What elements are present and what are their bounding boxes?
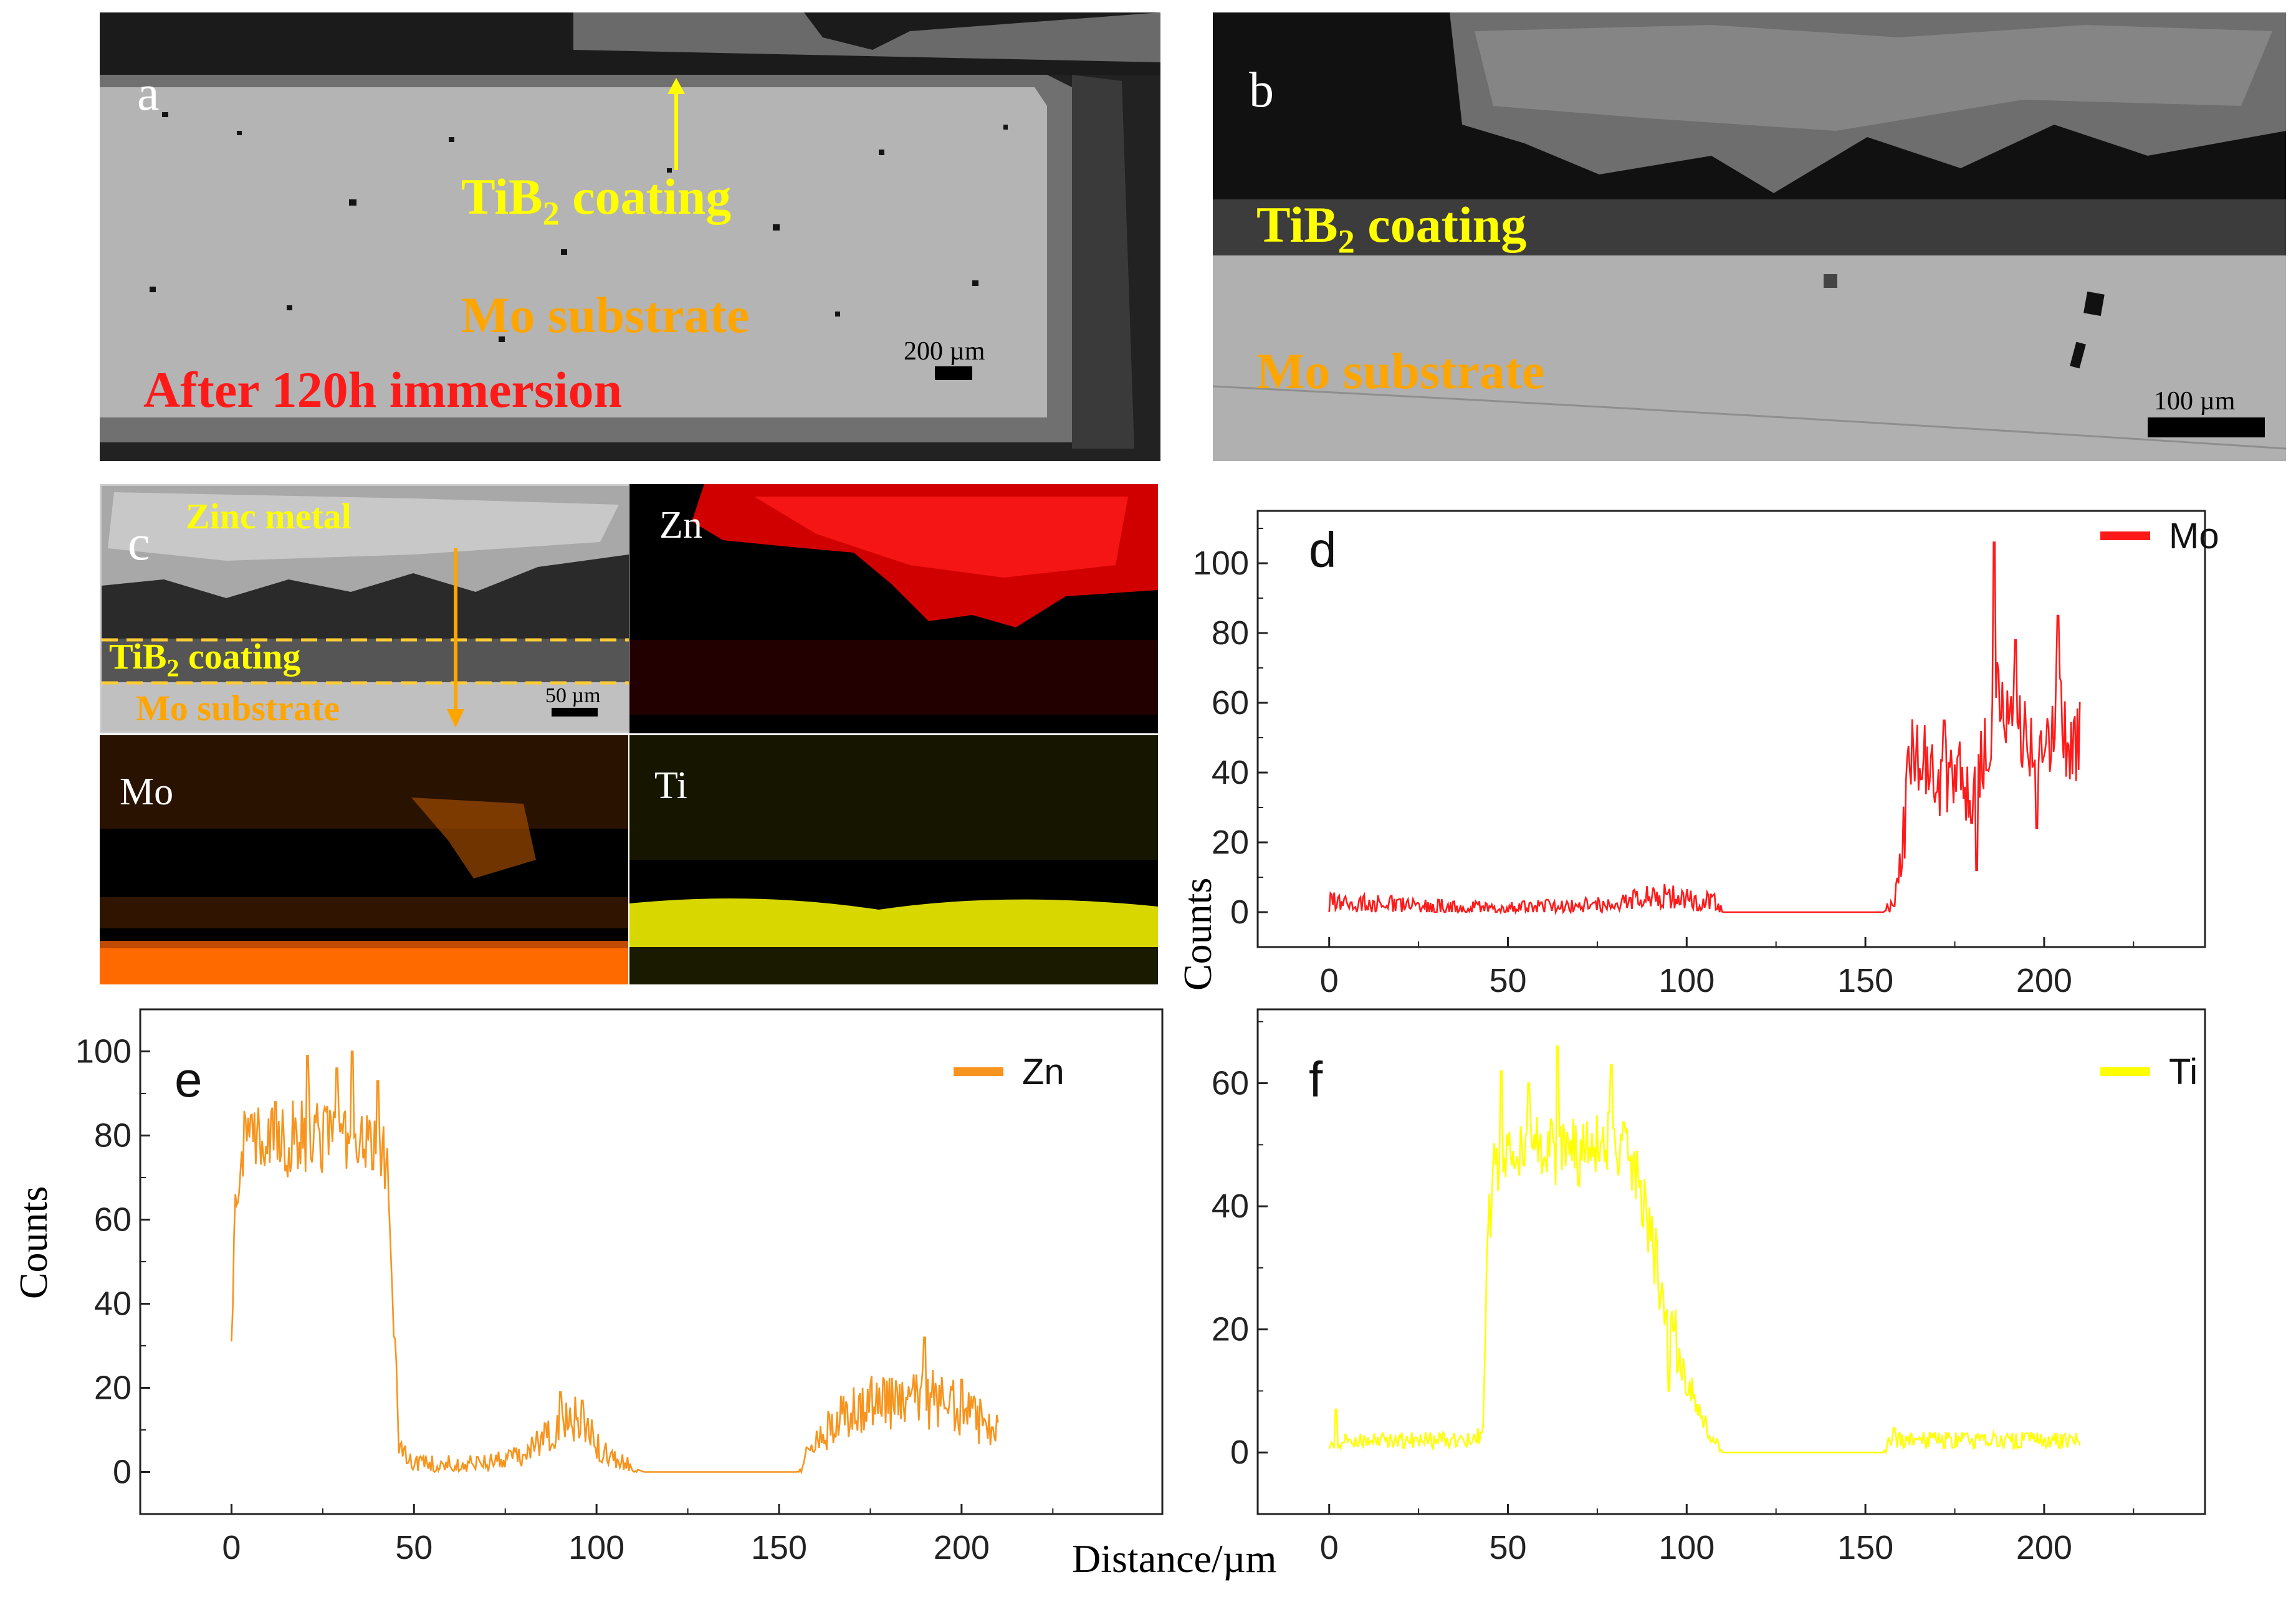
y-tick-label-f: 40	[1212, 1188, 1249, 1225]
panel-b-scale-bar	[2148, 417, 2265, 437]
panel-c-micrograph	[102, 486, 629, 731]
x-tick-label-d: 50	[1489, 962, 1526, 999]
y-tick-label-f: 0	[1230, 1434, 1249, 1471]
panel-letter-e: e	[175, 1052, 203, 1107]
series-line-ti	[1328, 1045, 2081, 1455]
y-tick-label-d: 0	[1230, 893, 1249, 931]
chart-e: 0 50 100 150 200 0 20 40 60 80 100 e Zn	[75, 1008, 1164, 1566]
panel-c-scale-bar	[552, 708, 598, 717]
y-tick-label-e: 20	[94, 1369, 132, 1407]
panel-a-coating-label: TiB2 coating	[461, 168, 732, 232]
x-tick-label-d: 150	[1837, 962, 1893, 999]
legend-label-ti: Ti	[2169, 1052, 2198, 1092]
y-tick-label-e: 60	[94, 1201, 132, 1239]
y-tick-label-e: 40	[94, 1285, 132, 1323]
plot-frame-e	[139, 1008, 1164, 1515]
zn-map-image	[629, 484, 1158, 715]
series-line-zn	[231, 1050, 999, 1475]
zn-map-label: Zn	[659, 504, 702, 546]
x-tick-label-e: 150	[751, 1529, 807, 1566]
panel-c-ti-map: Ti	[629, 735, 1158, 984]
y-tick-label-d: 80	[1212, 614, 1249, 652]
x-tick-label-e: 50	[395, 1529, 433, 1566]
plot-frame-f	[1256, 1008, 2206, 1515]
y-axis-label-e: Counts	[11, 1186, 55, 1299]
x-tick-label-e: 200	[934, 1529, 990, 1566]
panel-c-zn-map: Zn	[629, 484, 1158, 733]
arrow-down-icon	[447, 548, 464, 728]
arrow-up-icon	[667, 78, 685, 170]
y-tick-label-f: 20	[1212, 1311, 1249, 1348]
panel-b-substrate-label: Mo substrate	[1256, 343, 1545, 399]
panel-a-substrate-label: Mo substrate	[461, 287, 750, 343]
panel-a-letter: a	[137, 66, 160, 121]
y-tick-label-d: 100	[1193, 545, 1249, 582]
y-tick-label-e: 0	[113, 1454, 132, 1491]
legend-label-mo: Mo	[2169, 516, 2219, 556]
x-tick-label-f: 200	[2016, 1529, 2072, 1566]
panel-b-sem-image: b TiB2 coating Mo substrate 100 µm	[1213, 12, 2286, 461]
panel-b-micrograph	[1213, 12, 2286, 461]
panel-c-mo-map: Mo	[100, 735, 628, 984]
panel-c-sem-tile: c Zinc metal TiB2 coating Mo substrate 5…	[100, 484, 631, 733]
y-tick-label-e: 100	[75, 1033, 132, 1070]
y-tick-label-f: 60	[1212, 1065, 1249, 1102]
x-tick-label-f: 150	[1837, 1529, 1893, 1566]
y-tick-label-d: 20	[1212, 824, 1249, 861]
x-axis-label: Distance/µm	[1072, 1536, 1277, 1581]
y-tick-label-d: 60	[1212, 684, 1249, 721]
x-tick-label-d: 200	[2016, 962, 2072, 999]
mo-map-image	[100, 735, 628, 984]
panel-c-substrate-label: Mo substrate	[136, 688, 340, 728]
panel-c-scale-label: 50 µm	[545, 684, 601, 707]
panel-b-letter: b	[1249, 63, 1274, 118]
chart-f: 0 50 100 150 200 0 20 40 60 f Ti	[1212, 1008, 2206, 1566]
x-tick-label-f: 0	[1320, 1529, 1339, 1566]
panel-b-scale-label: 100 µm	[2154, 387, 2236, 416]
x-tick-label-f: 100	[1658, 1529, 1715, 1566]
x-tick-label-d: 0	[1320, 962, 1339, 999]
chart-d: 0 50 100 150 200 0 20 40 60 80 100 d Mo	[1193, 510, 2219, 999]
panel-a-sem-image: a TiB2 coating Mo substrate After 120h i…	[100, 12, 1160, 461]
legend-label-zn: Zn	[1022, 1052, 1064, 1092]
plot-frame-d	[1256, 510, 2206, 948]
x-tick-label-e: 0	[222, 1529, 241, 1566]
panel-c-coating-label: TiB2 coating	[109, 636, 301, 682]
x-tick-label-f: 50	[1489, 1529, 1526, 1566]
panel-c-letter: c	[128, 516, 150, 571]
series-line-mo	[1328, 541, 2081, 915]
panel-c-zinc-label: Zinc metal	[186, 496, 352, 536]
x-tick-label-e: 100	[568, 1529, 624, 1566]
panel-a-scale-label: 200 µm	[904, 337, 985, 366]
panel-a-micrograph	[100, 12, 1160, 461]
panel-letter-d: d	[1309, 522, 1337, 578]
x-tick-label-d: 100	[1658, 962, 1715, 999]
mo-map-label: Mo	[120, 771, 174, 813]
y-tick-label-d: 40	[1212, 754, 1249, 791]
y-axis-label-d: Counts	[1175, 877, 1220, 991]
panel-a-immersion-label: After 120h immersion	[143, 361, 623, 418]
y-tick-label-e: 80	[94, 1117, 132, 1155]
ti-map-image	[629, 735, 1158, 984]
panel-letter-f: f	[1309, 1052, 1323, 1107]
panel-a-scale-bar	[935, 366, 972, 380]
panel-b-coating-label: TiB2 coating	[1256, 196, 1527, 260]
ti-map-label: Ti	[654, 764, 687, 807]
